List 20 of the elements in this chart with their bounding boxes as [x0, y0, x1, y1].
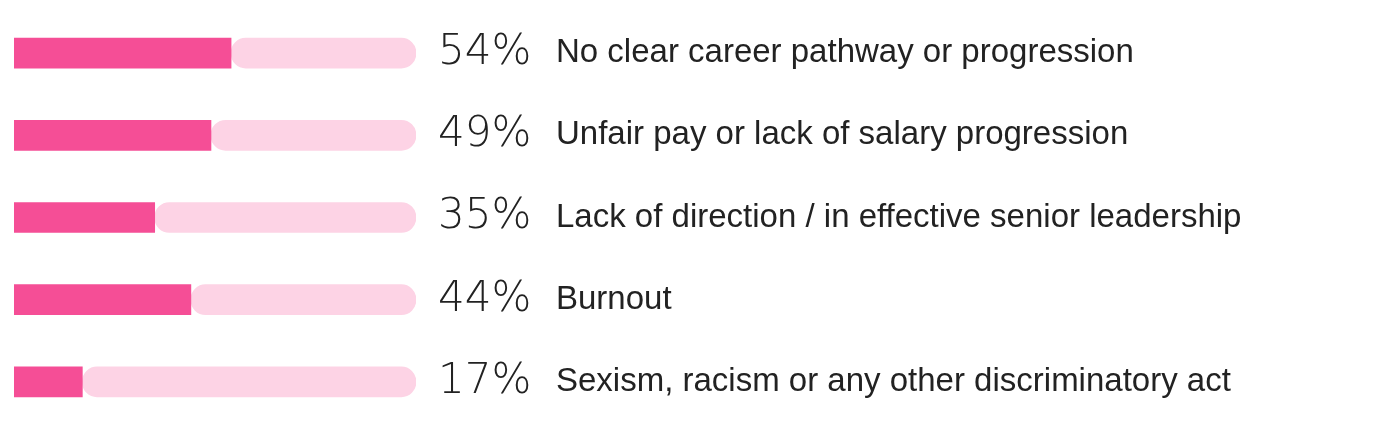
data-label: 44%	[438, 271, 532, 321]
y-tick-label: Sexism, racism or any other discriminatory act	[556, 360, 1231, 398]
bar	[14, 284, 192, 316]
data-label: 17%	[438, 353, 532, 403]
data-label: 35%	[438, 189, 532, 239]
data-label: 54%	[438, 25, 532, 75]
data-label: 49%	[438, 107, 532, 157]
bar	[230, 37, 416, 69]
bar	[14, 37, 232, 69]
bar	[154, 202, 416, 233]
bar	[14, 202, 156, 233]
y-tick-label: Burnout	[556, 278, 672, 316]
y-tick-label: Unfair pay or lack of salary progression	[556, 114, 1129, 152]
bar	[210, 119, 416, 151]
bar	[190, 284, 416, 316]
bar	[14, 366, 83, 398]
bar	[14, 119, 212, 151]
y-tick-label: Lack of direction / in effective senior leadership	[556, 196, 1242, 234]
bar	[82, 366, 416, 398]
y-tick-label: No clear career pathway or progression	[556, 32, 1134, 70]
